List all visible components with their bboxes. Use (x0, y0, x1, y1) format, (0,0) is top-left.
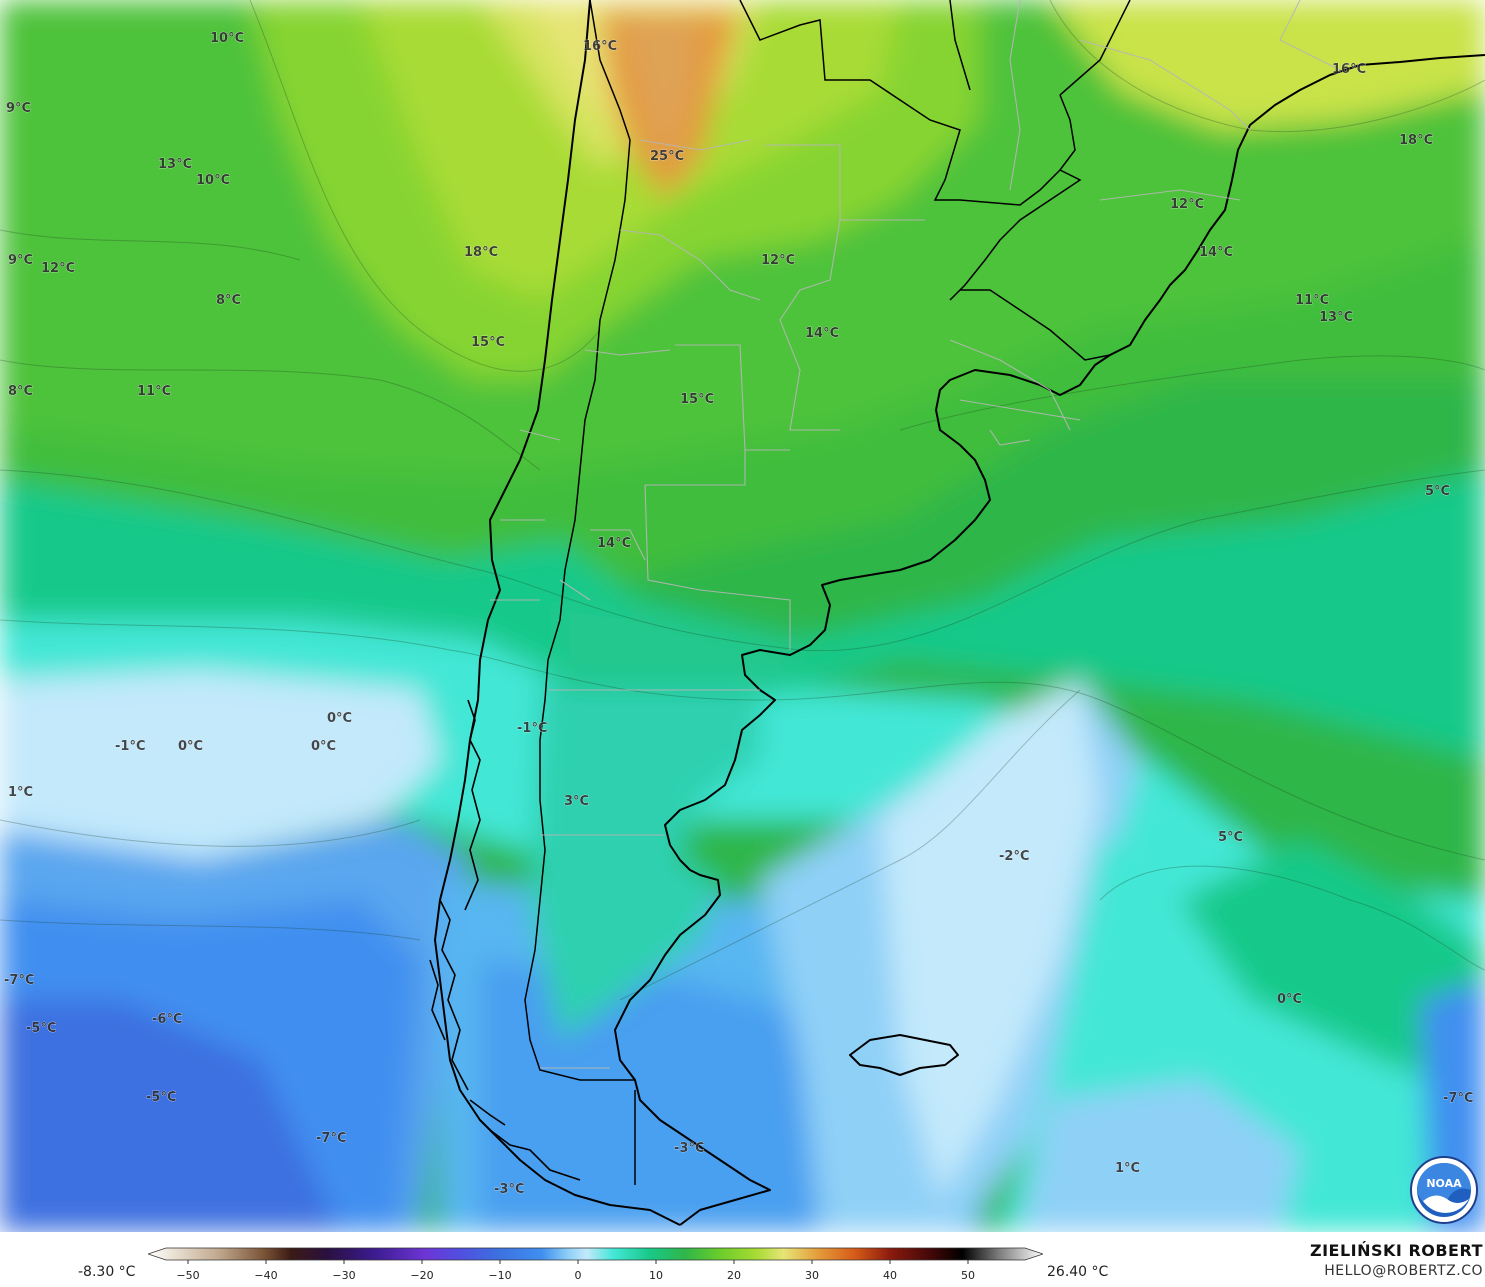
temp-label: -7°C (4, 973, 34, 988)
temperature-map[interactable]: 10°C 16°C 16°C 9°C 13°C 10°C 25°C 18°C 9… (0, 0, 1485, 1232)
province-borders (490, 0, 1341, 1069)
temp-label: 5°C (1218, 830, 1243, 845)
temp-label: 8°C (8, 384, 33, 399)
temp-label: -5°C (146, 1090, 176, 1105)
temp-label: 14°C (1199, 245, 1233, 260)
colorbar-tick-label: 30 (805, 1269, 819, 1282)
temperature-field (0, 0, 1485, 1232)
colorbar-tick-label: −30 (332, 1269, 355, 1282)
temp-label: 9°C (8, 253, 33, 268)
colorbar: −50 −40 −30 −20 −10 0 10 20 30 40 50 (148, 1247, 1043, 1282)
legend-min-label: -8.30 °C (78, 1264, 136, 1280)
temp-label: 8°C (216, 293, 241, 308)
temp-label: -7°C (316, 1131, 346, 1146)
temp-label: 0°C (1277, 992, 1302, 1007)
temp-label: -7°C (1443, 1091, 1473, 1106)
temp-label: 11°C (137, 384, 171, 399)
temp-label: 9°C (6, 101, 31, 116)
temp-label: 16°C (583, 39, 617, 54)
coastline (434, 0, 1485, 1226)
noaa-logo: NOAA (1410, 1156, 1478, 1224)
colorbar-tick-label: −40 (254, 1269, 277, 1282)
political-borders (524, 0, 1131, 1185)
temp-label: -1°C (517, 721, 547, 736)
temp-label: 10°C (210, 31, 244, 46)
colorbar-tick-label: 40 (883, 1269, 897, 1282)
isotherm-lines (0, 0, 1485, 1001)
colorbar-tick-label: 20 (727, 1269, 741, 1282)
temp-label: -2°C (999, 849, 1029, 864)
temp-label: 15°C (680, 392, 714, 407)
map-canvas: 10°C 16°C 16°C 9°C 13°C 10°C 25°C 18°C 9… (0, 0, 1485, 1232)
temp-label: 10°C (196, 173, 230, 188)
temp-label: 11°C (1295, 293, 1329, 308)
temp-label: -6°C (152, 1012, 182, 1027)
credit-email[interactable]: HELLO@ROBERTZ.CO (1324, 1263, 1483, 1279)
temp-label: 18°C (1399, 133, 1433, 148)
temp-label: 3°C (564, 794, 589, 809)
temp-label: 14°C (597, 536, 631, 551)
colorbar-tick-label: −10 (488, 1269, 511, 1282)
temp-label: 0°C (327, 711, 352, 726)
temp-label: 1°C (1115, 1161, 1140, 1176)
colorbar-tick-label: −50 (176, 1269, 199, 1282)
temp-label: -3°C (494, 1182, 524, 1197)
temp-label: 18°C (464, 245, 498, 260)
temp-label: -1°C (115, 739, 145, 754)
colorbar-tick-label: −20 (410, 1269, 433, 1282)
temp-label: 1°C (8, 785, 33, 800)
temp-label: 15°C (471, 335, 505, 350)
temp-label: 25°C (650, 149, 684, 164)
credit-name: ZIELIŃSKI ROBERT (1309, 1241, 1483, 1260)
legend-max-label: 26.40 °C (1047, 1264, 1109, 1280)
noaa-logo-text: NOAA (1426, 1177, 1462, 1190)
temp-label: 12°C (761, 253, 795, 268)
temperature-labels: 10°C 16°C 16°C 9°C 13°C 10°C 25°C 18°C 9… (4, 31, 1474, 1198)
chile-archipelago (429, 699, 581, 1181)
temp-label: -5°C (26, 1021, 56, 1036)
temp-label: 14°C (805, 326, 839, 341)
colorbar-ticks: −50 −40 −30 −20 −10 0 10 20 30 40 50 (176, 1260, 975, 1282)
temp-label: 16°C (1332, 62, 1366, 77)
colorbar-gradient (148, 1247, 1043, 1261)
temp-label: -3°C (674, 1141, 704, 1156)
temp-label: 13°C (1319, 310, 1353, 325)
temp-label: 12°C (1170, 197, 1204, 212)
temp-label: 0°C (311, 739, 336, 754)
temp-label: 12°C (41, 261, 75, 276)
temp-label: 0°C (178, 739, 203, 754)
colorbar-tick-label: 0 (575, 1269, 582, 1282)
colorbar-tick-label: 50 (961, 1269, 975, 1282)
colorbar-tick-label: 10 (649, 1269, 663, 1282)
temp-label: 13°C (158, 157, 192, 172)
temp-label: 5°C (1425, 484, 1450, 499)
